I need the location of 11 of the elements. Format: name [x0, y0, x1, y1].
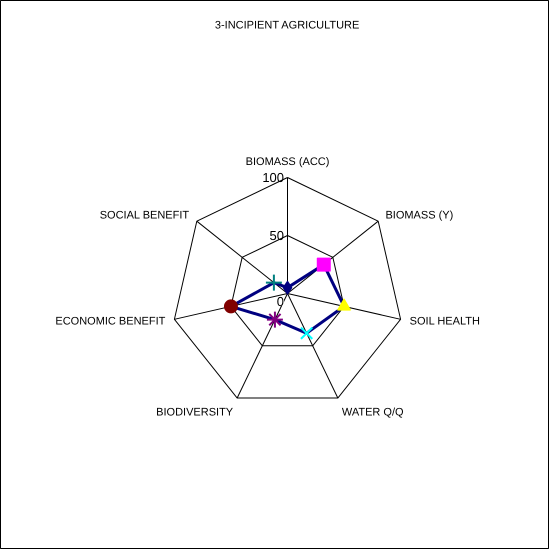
spoke-label: BIOMASS (ACC)	[246, 156, 330, 168]
chart-title: 3-INCIPIENT AGRICULTURE	[214, 20, 360, 32]
spoke-label: SOIL HEALTH	[410, 315, 480, 328]
spoke-label: BIODIVERSITY	[156, 406, 234, 418]
y-tick-label: 100	[262, 170, 284, 185]
spoke-label: ECONOMIC BENEFIT	[55, 315, 166, 328]
spoke-label: BIOMASS (Y)	[385, 209, 454, 222]
spoke-label: SOCIAL BENEFIT	[100, 209, 190, 222]
y-tick-label: 50	[270, 228, 284, 243]
y-tick-label: 0	[276, 294, 284, 309]
spoke-label: WATER Q/Q	[342, 406, 404, 418]
